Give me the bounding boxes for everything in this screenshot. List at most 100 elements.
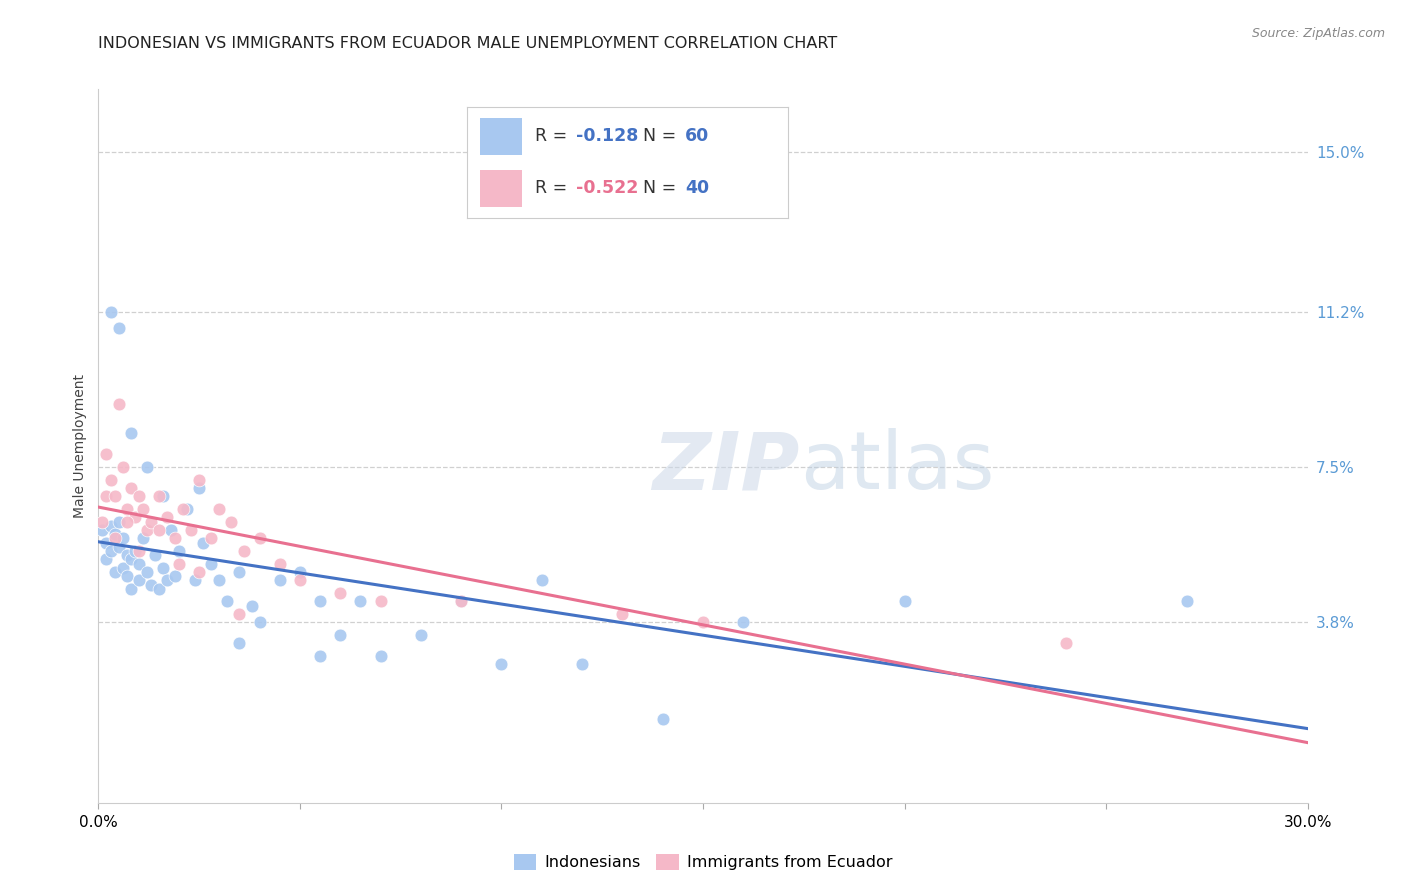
Point — [100, 518, 122, 533]
Point — [96, 535, 118, 549]
Point — [269, 574, 291, 588]
Point — [370, 648, 392, 663]
Point — [107, 540, 129, 554]
Point — [111, 460, 134, 475]
Point — [124, 510, 146, 524]
Point — [450, 594, 472, 608]
Point — [100, 473, 122, 487]
Point — [120, 552, 142, 566]
Point — [288, 565, 311, 579]
Point — [91, 523, 114, 537]
Point — [180, 523, 202, 537]
Point — [148, 582, 170, 596]
Point — [124, 544, 146, 558]
Point — [128, 489, 150, 503]
Point — [100, 544, 122, 558]
Point — [143, 548, 166, 562]
Point — [167, 557, 190, 571]
Point — [160, 523, 183, 537]
Point — [96, 552, 118, 566]
Point — [184, 574, 207, 588]
Point — [103, 532, 125, 546]
Point — [107, 321, 129, 335]
Point — [120, 481, 142, 495]
Point — [228, 607, 250, 621]
Point — [96, 489, 118, 503]
Y-axis label: Male Unemployment: Male Unemployment — [73, 374, 87, 518]
Point — [370, 594, 392, 608]
Point — [148, 489, 170, 503]
Point — [100, 304, 122, 318]
Point — [188, 565, 211, 579]
Point — [288, 574, 311, 588]
Point — [217, 594, 239, 608]
Point — [249, 615, 271, 630]
Point — [1054, 636, 1077, 650]
Point — [115, 502, 138, 516]
Text: INDONESIAN VS IMMIGRANTS FROM ECUADOR MALE UNEMPLOYMENT CORRELATION CHART: INDONESIAN VS IMMIGRANTS FROM ECUADOR MA… — [98, 36, 838, 51]
Point — [103, 527, 125, 541]
Point — [491, 657, 513, 672]
Point — [450, 594, 472, 608]
Point — [200, 557, 222, 571]
Text: ZIP: ZIP — [652, 428, 800, 507]
Point — [120, 426, 142, 441]
Point — [240, 599, 263, 613]
Point — [132, 502, 155, 516]
Point — [107, 397, 129, 411]
Point — [111, 532, 134, 546]
Point — [115, 515, 138, 529]
Point — [128, 574, 150, 588]
Point — [107, 515, 129, 529]
Point — [135, 565, 157, 579]
Point — [309, 648, 332, 663]
Point — [530, 574, 553, 588]
Point — [228, 565, 250, 579]
Point — [571, 657, 593, 672]
Point — [249, 532, 271, 546]
Point — [132, 532, 155, 546]
Point — [228, 636, 250, 650]
Point — [103, 489, 125, 503]
Point — [893, 594, 915, 608]
Point — [1175, 594, 1198, 608]
Point — [692, 615, 714, 630]
Point — [139, 515, 162, 529]
Point — [163, 532, 186, 546]
Point — [188, 473, 211, 487]
Point — [135, 460, 157, 475]
Point — [120, 582, 142, 596]
Point — [128, 557, 150, 571]
Point — [733, 615, 755, 630]
Point — [156, 510, 179, 524]
Point — [167, 544, 190, 558]
Point — [91, 515, 114, 529]
Legend: Indonesians, Immigrants from Ecuador: Indonesians, Immigrants from Ecuador — [508, 847, 898, 877]
Point — [103, 565, 125, 579]
Point — [193, 535, 215, 549]
Point — [128, 544, 150, 558]
Point — [208, 502, 231, 516]
Point — [135, 523, 157, 537]
Point — [188, 481, 211, 495]
Point — [172, 502, 194, 516]
Point — [612, 607, 634, 621]
Point — [96, 447, 118, 461]
Point — [349, 594, 371, 608]
Point — [115, 548, 138, 562]
Point — [309, 594, 332, 608]
Text: Source: ZipAtlas.com: Source: ZipAtlas.com — [1251, 27, 1385, 40]
Point — [176, 502, 198, 516]
Point — [163, 569, 186, 583]
Point — [651, 712, 673, 726]
Point — [200, 532, 222, 546]
Point — [208, 574, 231, 588]
Point — [152, 560, 174, 574]
Point — [232, 544, 254, 558]
Point — [148, 523, 170, 537]
Point — [156, 574, 179, 588]
Point — [329, 628, 352, 642]
Point — [115, 569, 138, 583]
Point — [329, 586, 352, 600]
Point — [152, 489, 174, 503]
